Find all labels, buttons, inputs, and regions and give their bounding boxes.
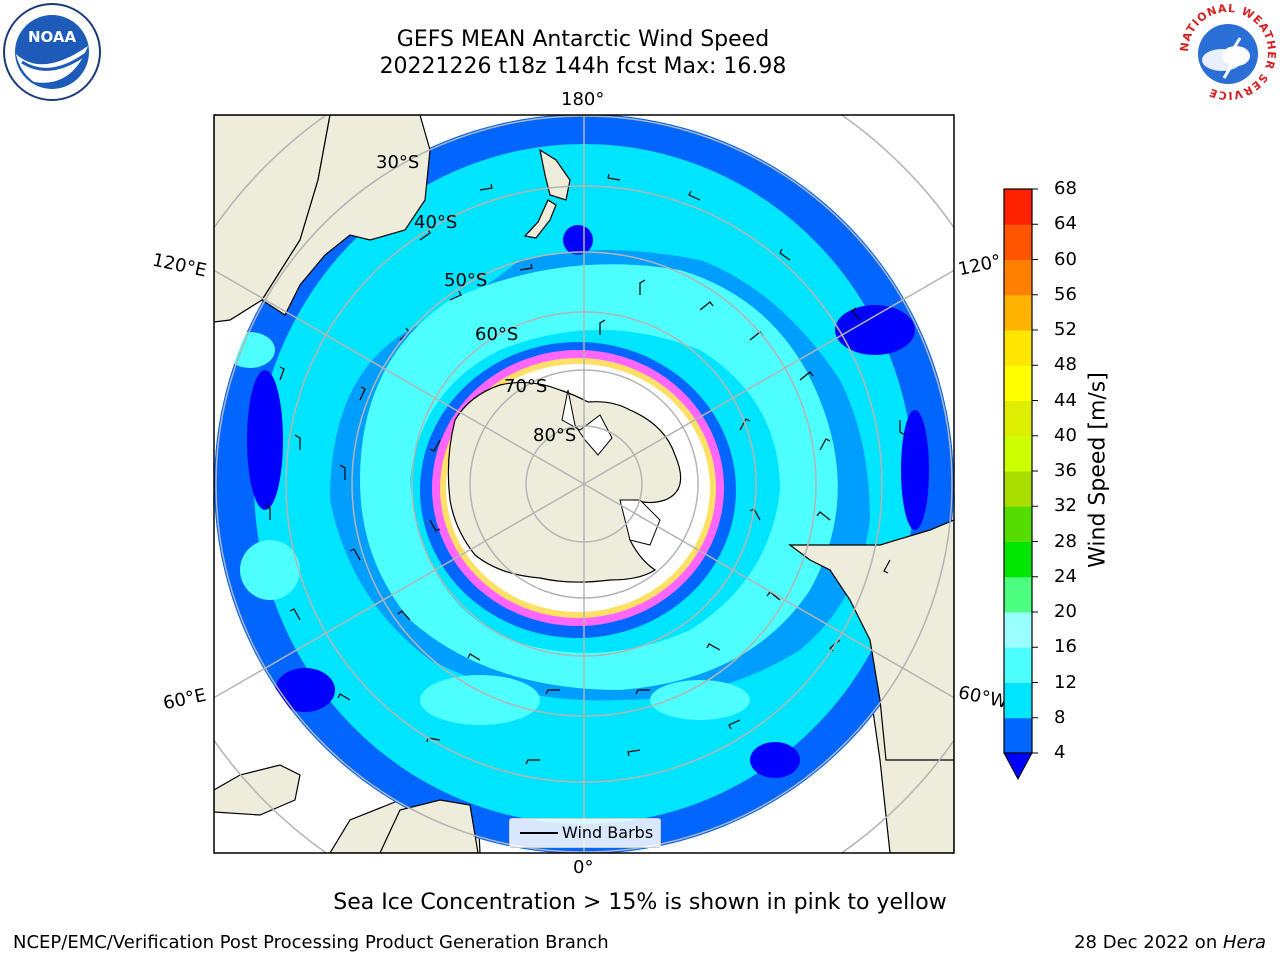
colorbar-segment <box>1004 400 1032 437</box>
wind-barbs <box>264 173 906 765</box>
colorbar-tick-label: 8 <box>1054 706 1066 728</box>
lat-label-30s: 30°S <box>376 152 420 173</box>
colorbar-tick-label: 44 <box>1054 389 1077 411</box>
colorbar-label: Wind Speed [m/s] <box>1085 372 1111 568</box>
colorbar-tick-label: 28 <box>1054 530 1077 552</box>
colorbar-segment <box>1004 682 1032 719</box>
colorbar-segment <box>1004 259 1032 296</box>
lat-label-40s: 40°S <box>414 212 458 233</box>
wind-barb-legend-label: Wind Barbs <box>562 823 654 842</box>
colorbar-extend-arrow <box>1003 752 1033 781</box>
colorbar-tick-label: 56 <box>1054 283 1077 305</box>
colorbar-tick-label: 16 <box>1054 636 1077 658</box>
colorbar-tick-label: 32 <box>1054 495 1077 517</box>
colorbar-segment <box>1004 717 1032 754</box>
new-zealand <box>523 148 571 239</box>
colorbar-segment <box>1004 541 1032 578</box>
colorbar-tick-label: 12 <box>1054 671 1077 693</box>
map-subtitle-forecast: 20221226 t18z 144h fcst Max: 16.98 <box>379 54 787 79</box>
colorbar-segment <box>1004 612 1032 648</box>
colorbar-segment <box>1004 294 1032 331</box>
lon-label-180: 180° <box>561 89 605 110</box>
noaa-logo: NOAA <box>3 3 101 101</box>
colorbar-segment <box>1004 576 1032 613</box>
footer-machine: Hera <box>1222 932 1266 953</box>
footer-branch: NCEP/EMC/Verification Post Processing Pr… <box>13 932 609 953</box>
colorbar-tick-label: 40 <box>1054 424 1077 446</box>
colorbar-segment <box>1004 471 1032 507</box>
colorbar <box>1003 188 1038 781</box>
colorbar-tick-label: 4 <box>1054 742 1066 763</box>
footer-date-text: 28 Dec 2022 on <box>1074 932 1223 953</box>
colorbar-segment <box>1004 189 1032 225</box>
colorbar-tick-label: 64 <box>1054 213 1077 235</box>
noaa-logo-text: NOAA <box>28 28 77 46</box>
graticule <box>214 115 954 853</box>
wind-barb-legend-line <box>520 832 558 834</box>
colorbar-segment <box>1004 647 1032 683</box>
colorbar-segments <box>1004 189 1032 754</box>
nws-logo: NATIONAL WEATHER SERVICE <box>1178 2 1277 102</box>
colorbar-tick-label: 36 <box>1054 460 1077 481</box>
map-frame <box>213 114 955 854</box>
colorbar-tick-label: 20 <box>1054 601 1077 622</box>
map-title: GEFS MEAN Antarctic Wind Speed <box>396 27 770 52</box>
colorbar-tick-label: 52 <box>1054 319 1077 340</box>
colorbar-tick-label: 24 <box>1054 565 1077 587</box>
lat-label-50s: 50°S <box>444 270 488 291</box>
colorbar-segment <box>1004 435 1032 472</box>
lat-label-70s: 70°S <box>504 376 548 397</box>
lat-label-80s: 80°S <box>533 425 577 446</box>
colorbar-segment <box>1004 365 1032 401</box>
footer-date: 28 Dec 2022 on Hera <box>1074 932 1266 953</box>
colorbar-segment <box>1004 224 1032 260</box>
lon-label-0: 0° <box>573 857 594 878</box>
colorbar-tick-label: 68 <box>1054 178 1077 199</box>
sea-ice-note: Sea Ice Concentration > 15% is shown in … <box>333 890 947 915</box>
lat-label-60s: 60°S <box>475 324 519 345</box>
colorbar-segment <box>1004 506 1032 542</box>
map-legend: Wind Barbs <box>509 818 661 848</box>
colorbar-tick-label: 48 <box>1054 354 1077 376</box>
colorbar-segment <box>1004 330 1032 366</box>
colorbar-tick-label: 60 <box>1054 248 1077 270</box>
